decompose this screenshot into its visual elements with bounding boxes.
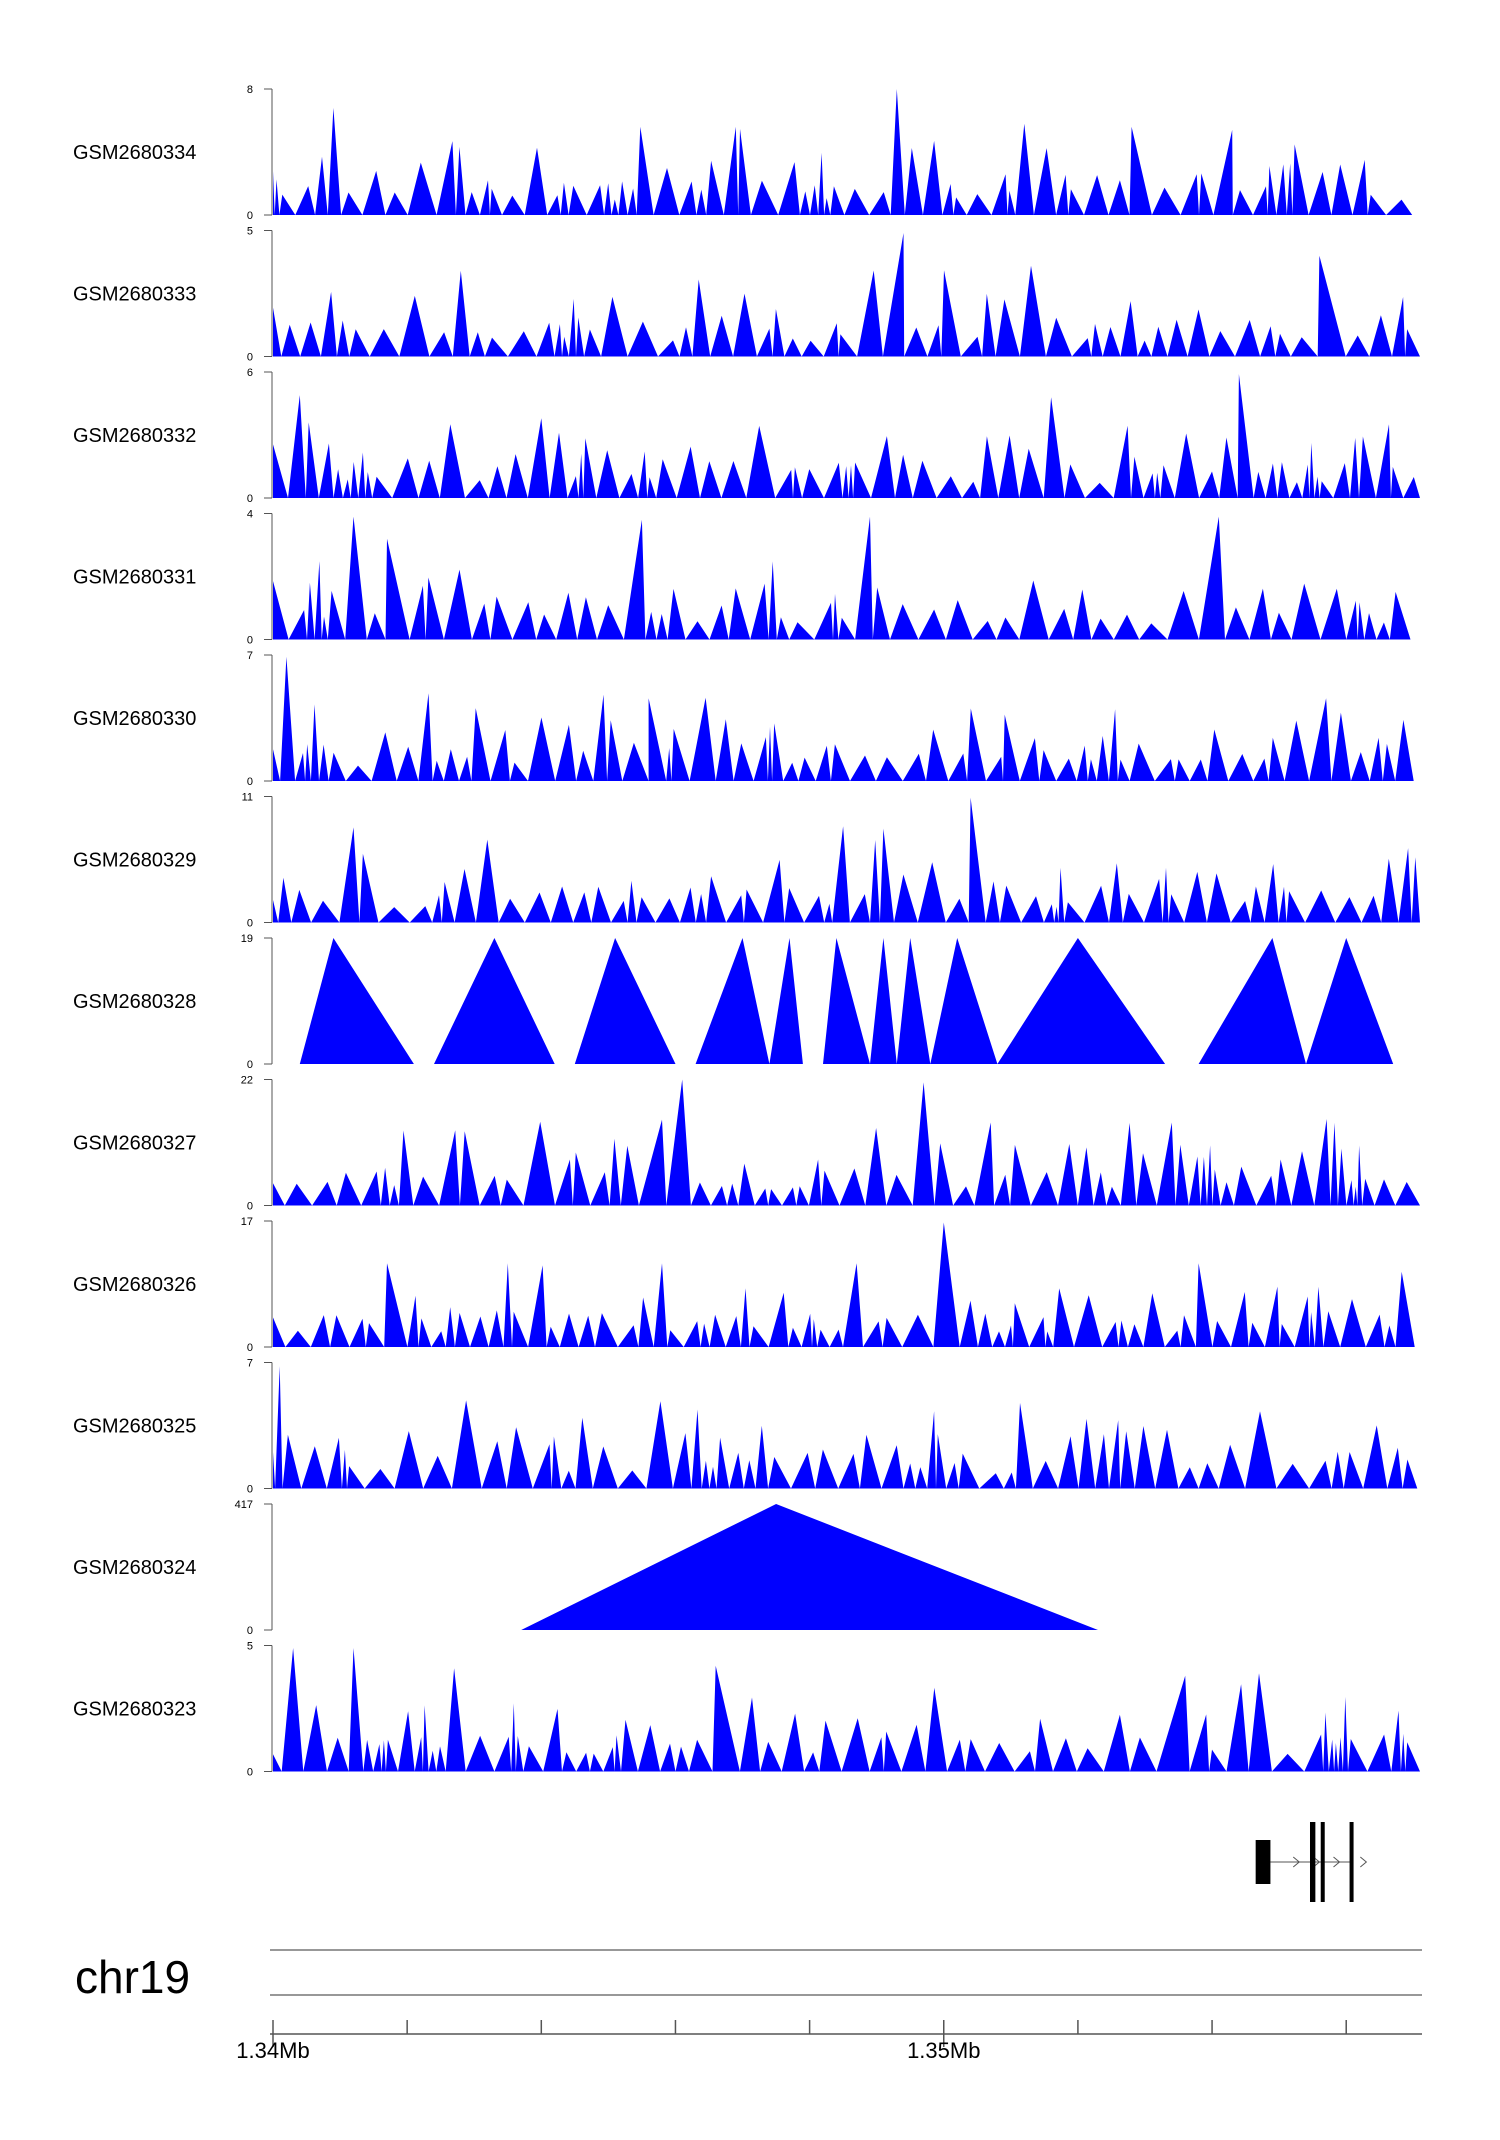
strand-arrow: [1333, 1856, 1341, 1868]
track-GSM2680331: GSM2680331 4 0: [73, 509, 1411, 647]
signal-area: [273, 1366, 1418, 1489]
y-max-label: 7: [247, 650, 253, 662]
exon: [1255, 1840, 1271, 1884]
track-label: GSM2680329: [73, 850, 196, 872]
y-max-label: 417: [235, 1499, 253, 1511]
y-min-label: 0: [247, 1484, 253, 1496]
track-GSM2680330: GSM2680330 7 0: [73, 650, 1414, 788]
exon: [1309, 1822, 1316, 1902]
track-label: GSM2680323: [73, 1699, 196, 1721]
y-max-label: 5: [247, 226, 253, 238]
y-max-label: 22: [241, 1075, 253, 1087]
y-min-label: 0: [247, 635, 253, 647]
track-label: GSM2680334: [73, 142, 196, 164]
track-GSM2680334: GSM2680334 8 0: [73, 84, 1413, 222]
track-label: GSM2680327: [73, 1133, 196, 1155]
y-max-label: 11: [242, 792, 253, 804]
axis-tick-label: 1.35Mb: [907, 2038, 980, 2063]
track-GSM2680324: GSM2680324 417 0: [73, 1499, 1098, 1637]
strand-arrow: [1292, 1856, 1301, 1868]
chromosome-label: chr19: [75, 1951, 190, 2003]
genome-axis: chr19 1.34Mb 1.35Mb: [75, 1949, 1422, 2063]
y-min-label: 0: [247, 1342, 253, 1354]
strand-arrow: [1313, 1856, 1321, 1868]
data-tracks: GSM268033480GSM268033350GSM268033260GSM2…: [73, 84, 1420, 1779]
y-min-label: 0: [247, 776, 253, 788]
y-max-label: 7: [247, 1358, 253, 1370]
signal-area: [273, 797, 1420, 923]
signal-area: [273, 89, 1413, 215]
signal-area: [273, 233, 1420, 357]
track-label: GSM2680333: [73, 284, 196, 306]
track-label: GSM2680325: [73, 1416, 196, 1438]
track-GSM2680329: GSM2680329 11 0: [73, 792, 1420, 930]
y-max-label: 6: [247, 367, 253, 379]
track-GSM2680325: GSM2680325 7 0: [73, 1358, 1418, 1496]
track-GSM2680333: GSM2680333 5 0: [73, 226, 1420, 364]
strand-arrow: [1360, 1856, 1368, 1868]
signal-area: [521, 1504, 1098, 1630]
exon: [1320, 1822, 1325, 1902]
track-label: GSM2680328: [73, 991, 196, 1013]
axis-tick-label: 1.34Mb: [236, 2038, 309, 2063]
y-max-label: 17: [241, 1216, 253, 1228]
y-max-label: 8: [247, 84, 253, 96]
y-min-label: 0: [247, 1767, 253, 1779]
track-GSM2680328: GSM2680328 19 0: [73, 933, 1394, 1071]
track-label: GSM2680324: [73, 1557, 196, 1579]
track-GSM2680332: GSM2680332 6 0: [73, 367, 1420, 505]
y-min-label: 0: [247, 352, 253, 364]
signal-area: [299, 938, 1394, 1064]
signal-area: [273, 656, 1414, 781]
signal-area: [273, 1648, 1420, 1772]
track-GSM2680323: GSM2680323 5 0: [73, 1641, 1420, 1779]
y-min-label: 0: [247, 918, 253, 930]
y-min-label: 0: [247, 1201, 253, 1213]
signal-area: [273, 1079, 1420, 1206]
y-min-label: 0: [247, 1625, 253, 1637]
track-GSM2680327: GSM2680327 22 0: [73, 1075, 1420, 1213]
track-label: GSM2680331: [73, 567, 196, 589]
y-max-label: 4: [247, 509, 253, 521]
signal-area: [273, 374, 1420, 498]
exon: [1349, 1822, 1354, 1902]
y-min-label: 0: [247, 493, 253, 505]
y-min-label: 0: [247, 210, 253, 222]
signal-area: [273, 1222, 1415, 1347]
track-label: GSM2680330: [73, 708, 196, 730]
track-GSM2680326: GSM2680326 17 0: [73, 1216, 1415, 1354]
track-label: GSM2680326: [73, 1274, 196, 1296]
y-max-label: 5: [247, 1641, 253, 1653]
track-label: GSM2680332: [73, 425, 196, 447]
y-min-label: 0: [247, 1059, 253, 1071]
signal-area: [273, 516, 1411, 640]
y-max-label: 19: [241, 933, 253, 945]
gene-model-track: [1255, 1822, 1368, 1902]
